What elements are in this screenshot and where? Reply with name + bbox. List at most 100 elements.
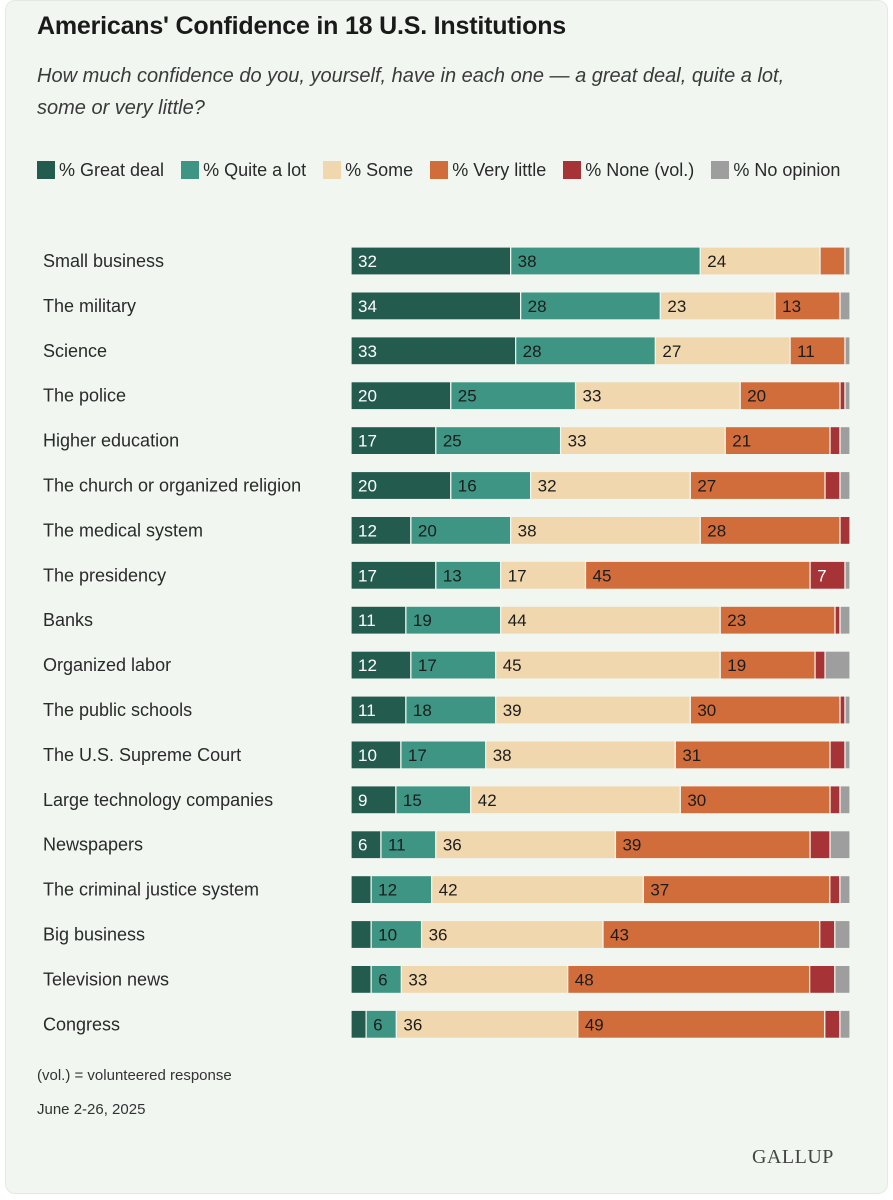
bar-the-public-schools-no-opinion: [844, 695, 851, 725]
chart-title: Americans' Confidence in 18 U.S. Institu…: [37, 12, 566, 40]
bar-congress-some: [395, 1009, 579, 1039]
value-label-large-technology-companies-quite-a-lot: 15: [403, 791, 422, 810]
bar-the-criminal-justice-system-very-little: [642, 874, 831, 905]
bar-science-quite-a-lot: [515, 336, 656, 366]
category-label-the-medical-system: The medical system: [43, 520, 203, 540]
value-label-newspapers-great-deal: 6: [358, 836, 367, 855]
value-label-the-public-schools-great-deal: 11: [358, 701, 376, 720]
legend-label: % Very little: [452, 160, 547, 180]
bar-the-police-quite-a-lot: [450, 381, 577, 411]
bar-the-medical-system-none-vol: [839, 515, 851, 546]
bar-the-police-none-vol: [839, 381, 846, 411]
value-label-the-police-great-deal: 20: [358, 387, 377, 406]
legend-swatch: [563, 161, 582, 179]
value-label-the-police-some: 33: [583, 387, 602, 406]
category-label-large-technology-companies: Large technology companies: [43, 790, 273, 810]
value-label-the-u-s-supreme-court-very-little: 31: [682, 746, 701, 765]
value-label-the-church-or-organized-religion-great-deal: 20: [358, 477, 377, 496]
bar-newspapers-some: [435, 830, 617, 860]
bar-the-church-or-organized-religion-none-vol: [824, 470, 841, 501]
bar-the-public-schools-some: [495, 695, 691, 725]
bar-the-police-no-opinion: [844, 381, 851, 411]
bar-organized-labor-no-opinion: [824, 650, 851, 680]
bar-the-church-or-organized-religion-great-deal: [350, 470, 452, 501]
bar-organized-labor-very-little: [719, 650, 816, 680]
bar-higher-education-some: [559, 426, 726, 456]
legend-label: % Some: [345, 160, 414, 180]
value-label-organized-labor-quite-a-lot: 17: [418, 656, 437, 675]
bar-the-u-s-supreme-court-great-deal: [350, 740, 402, 770]
bar-big-business-some: [420, 919, 604, 950]
legend-item-none: % None (vol.): [563, 160, 694, 180]
category-label-banks: Banks: [43, 610, 93, 630]
bar-television-news-no-opinion: [834, 964, 851, 995]
value-label-newspapers-some: 36: [443, 836, 462, 855]
legend-label: % Great deal: [59, 160, 165, 180]
value-label-higher-education-very-little: 21: [732, 432, 751, 451]
bar-science-very-little: [789, 336, 846, 366]
value-label-the-u-s-supreme-court-great-deal: 10: [358, 746, 377, 765]
value-label-the-military-great-deal: 34: [358, 297, 377, 316]
value-label-the-presidency-some: 17: [508, 566, 527, 585]
bar-science-no-opinion: [844, 336, 851, 366]
bar-newspapers-quite-a-lot: [380, 830, 437, 860]
bar-banks-some: [500, 605, 721, 635]
value-label-banks-quite-a-lot: 19: [413, 611, 432, 630]
bar-the-u-s-supreme-court-none-vol: [829, 740, 846, 770]
value-label-the-police-quite-a-lot: 25: [458, 387, 477, 406]
bar-the-military-quite-a-lot: [520, 291, 661, 321]
bar-the-presidency-no-opinion: [844, 560, 851, 590]
category-label-the-criminal-justice-system: The criminal justice system: [43, 880, 259, 900]
bar-the-presidency-none-vol: [809, 560, 846, 590]
legend: % Great deal % Quite a lot % Some % Very…: [37, 156, 857, 184]
bar-banks-none-vol: [834, 605, 841, 635]
bar-congress-no-opinion: [839, 1009, 851, 1039]
category-label-higher-education: Higher education: [43, 431, 179, 451]
bar-television-news-none-vol: [809, 964, 836, 995]
bar-small-business-very-little: [819, 246, 846, 276]
bar-the-u-s-supreme-court-very-little: [674, 740, 831, 770]
category-label-science: Science: [43, 341, 107, 361]
bar-newspapers-no-opinion: [829, 830, 851, 860]
bar-the-presidency-quite-a-lot: [435, 560, 502, 590]
bar-higher-education-no-opinion: [839, 426, 851, 456]
value-label-science-quite-a-lot: 28: [523, 342, 542, 361]
bar-large-technology-companies-no-opinion: [839, 785, 851, 815]
value-label-the-presidency-quite-a-lot: 13: [443, 566, 462, 585]
chart-subtitle: How much confidence do you, yourself, ha…: [37, 65, 785, 119]
value-label-the-medical-system-very-little: 28: [707, 521, 726, 540]
value-label-organized-labor-very-little: 19: [727, 656, 746, 675]
value-label-large-technology-companies-some: 42: [478, 791, 497, 810]
bar-the-police-great-deal: [350, 381, 452, 411]
value-label-congress-some: 36: [403, 1015, 422, 1034]
bar-the-military-great-deal: [350, 291, 522, 321]
bar-the-u-s-supreme-court-some: [485, 740, 676, 770]
bar-higher-education-none-vol: [829, 426, 841, 456]
value-label-the-church-or-organized-religion-quite-a-lot: 16: [458, 477, 477, 496]
bar-the-criminal-justice-system-no-opinion: [839, 874, 851, 905]
bar-small-business-quite-a-lot: [510, 246, 701, 276]
value-label-the-public-schools-very-little: 30: [697, 701, 716, 720]
bar-large-technology-companies-some: [470, 785, 681, 815]
value-label-the-military-quite-a-lot: 28: [528, 297, 547, 316]
bar-the-presidency-some: [500, 560, 587, 590]
value-label-the-military-some: 23: [667, 297, 686, 316]
category-label-the-church-or-organized-religion: The church or organized religion: [43, 476, 301, 496]
value-label-science-some: 27: [662, 342, 681, 361]
bar-newspapers-none-vol: [809, 830, 831, 860]
legend-label: % Quite a lot: [203, 160, 307, 180]
value-label-the-presidency-very-little: 45: [593, 566, 612, 585]
legend-label: % None (vol.): [585, 160, 695, 180]
value-label-television-news-quite-a-lot: 6: [378, 970, 387, 989]
bar-the-medical-system-very-little: [699, 515, 841, 546]
bar-television-news-great-deal: [350, 964, 372, 995]
legend-item-very-little: % Very little: [430, 160, 546, 180]
bar-the-church-or-organized-religion-quite-a-lot: [450, 470, 532, 501]
value-label-the-u-s-supreme-court-quite-a-lot: 17: [408, 746, 427, 765]
value-label-big-business-very-little: 43: [610, 926, 629, 945]
value-label-the-criminal-justice-system-quite-a-lot: 12: [378, 881, 397, 900]
value-label-congress-quite-a-lot: 6: [373, 1015, 382, 1034]
bar-big-business-great-deal: [350, 919, 372, 950]
value-label-organized-labor-some: 45: [503, 656, 522, 675]
value-label-large-technology-companies-very-little: 30: [687, 791, 706, 810]
